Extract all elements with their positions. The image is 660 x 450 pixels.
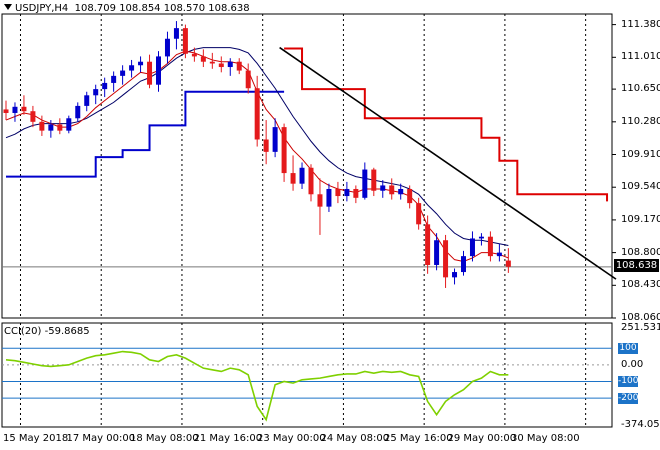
candle-body bbox=[147, 61, 153, 85]
candle-body bbox=[496, 252, 502, 257]
time-tick-label: 15 May 2018 bbox=[3, 433, 69, 444]
candle-body bbox=[48, 124, 54, 131]
candle-body bbox=[164, 38, 170, 57]
candle-body bbox=[191, 53, 197, 57]
price-tick-label: 110.650 bbox=[621, 83, 660, 95]
candle-body bbox=[156, 56, 161, 85]
candle-body bbox=[272, 127, 278, 152]
symbol-timeframe: USDJPY,H4 bbox=[15, 3, 69, 14]
candle-body bbox=[505, 260, 511, 267]
candle-body bbox=[362, 169, 368, 198]
candle-body bbox=[443, 240, 449, 278]
price-tick-label: 111.010 bbox=[621, 51, 660, 63]
candle-body bbox=[461, 256, 466, 273]
candle-body bbox=[120, 70, 126, 76]
candle-body bbox=[478, 236, 484, 239]
candle-body bbox=[129, 65, 135, 71]
candle-body bbox=[30, 111, 36, 122]
red-stop-line bbox=[284, 47, 609, 202]
cci-tick-label: 251.5313 bbox=[621, 322, 660, 333]
candle-body bbox=[308, 167, 314, 195]
candle-body bbox=[452, 272, 458, 278]
candle-body bbox=[75, 105, 81, 119]
candle-body bbox=[344, 188, 350, 197]
candle-body bbox=[263, 139, 269, 152]
chart-icon bbox=[4, 4, 12, 10]
candle-body bbox=[281, 127, 287, 174]
candle-body bbox=[218, 63, 224, 68]
candle-body bbox=[21, 106, 27, 112]
time-tick-label: 17 May 00:00 bbox=[66, 433, 136, 444]
candle-body bbox=[469, 238, 475, 257]
candle-body bbox=[317, 194, 323, 207]
candle-body bbox=[57, 124, 63, 131]
candle-body bbox=[182, 28, 188, 54]
price-tick-label: 109.170 bbox=[621, 213, 660, 225]
price-tick-label: 109.540 bbox=[621, 181, 660, 193]
candle-body bbox=[290, 173, 296, 184]
candle-body bbox=[407, 188, 413, 204]
price-tick-label: 110.280 bbox=[621, 115, 660, 127]
time-tick-label: 24 May 08:00 bbox=[320, 433, 390, 444]
candle-body bbox=[12, 106, 18, 113]
cci-line bbox=[5, 350, 509, 422]
candle-body bbox=[425, 224, 431, 265]
cci-title: CCI(20) -59.8685 bbox=[4, 326, 90, 337]
chart-title: USDJPY,H4 108.709 108.854 108.570 108.63… bbox=[4, 3, 250, 14]
candle-body bbox=[371, 169, 377, 191]
candle-body bbox=[173, 28, 179, 39]
time-tick-label: 21 May 16:00 bbox=[193, 433, 263, 444]
candle-body bbox=[326, 188, 332, 207]
candle-body bbox=[84, 95, 90, 106]
price-tick-label: 108.060 bbox=[621, 312, 660, 323]
candle-body bbox=[299, 167, 305, 184]
candle-body bbox=[487, 236, 493, 257]
time-tick-label: 29 May 00:00 bbox=[447, 433, 517, 444]
candle-body bbox=[111, 75, 117, 83]
trendline bbox=[279, 46, 617, 280]
cci-tick-label: -100 bbox=[618, 376, 639, 388]
cci-tick-label: 0.00 bbox=[621, 358, 644, 370]
time-tick-label: 18 May 08:00 bbox=[130, 433, 199, 444]
blue-stop-line bbox=[6, 90, 285, 178]
price-tick-label: 109.910 bbox=[621, 148, 660, 160]
price-tick-label: 108.430 bbox=[621, 279, 660, 291]
candle-body bbox=[66, 118, 72, 131]
cci-tick-label: 100 bbox=[618, 343, 638, 355]
candle-body bbox=[398, 188, 404, 195]
candle-body bbox=[353, 188, 359, 198]
candle-body bbox=[236, 61, 242, 71]
candle-body bbox=[380, 185, 386, 191]
candle-body bbox=[434, 240, 440, 265]
candle-body bbox=[245, 70, 251, 89]
slow-ma-line bbox=[5, 47, 509, 247]
candle-body bbox=[200, 56, 206, 62]
candle-body bbox=[335, 188, 341, 197]
candle-body bbox=[102, 82, 108, 90]
candle-body bbox=[39, 121, 45, 131]
time-tick-label: 25 May 16:00 bbox=[384, 433, 453, 444]
price-tick-label: 111.380 bbox=[621, 18, 660, 30]
candle-body bbox=[227, 61, 233, 68]
candle-body bbox=[93, 89, 99, 96]
candle-body bbox=[209, 61, 215, 64]
cci-tick-label: -374.0531 bbox=[621, 419, 660, 430]
candle-body bbox=[389, 185, 395, 195]
candle-body bbox=[3, 109, 9, 113]
current-price-badge: 108.638 bbox=[614, 259, 659, 272]
main-panel-frame bbox=[1, 13, 613, 319]
cci-panel-frame bbox=[1, 322, 613, 428]
candle-body bbox=[138, 61, 144, 66]
time-tick-label: 30 May 08:00 bbox=[511, 433, 580, 444]
cci-tick-label: -200 bbox=[618, 393, 639, 405]
candle-body bbox=[254, 88, 260, 140]
price-tick-label: 108.800 bbox=[621, 246, 660, 258]
ohlc-readout: 108.709 108.854 108.570 108.638 bbox=[74, 3, 250, 14]
time-tick-label: 23 May 00:00 bbox=[257, 433, 326, 444]
candle-body bbox=[416, 203, 422, 225]
